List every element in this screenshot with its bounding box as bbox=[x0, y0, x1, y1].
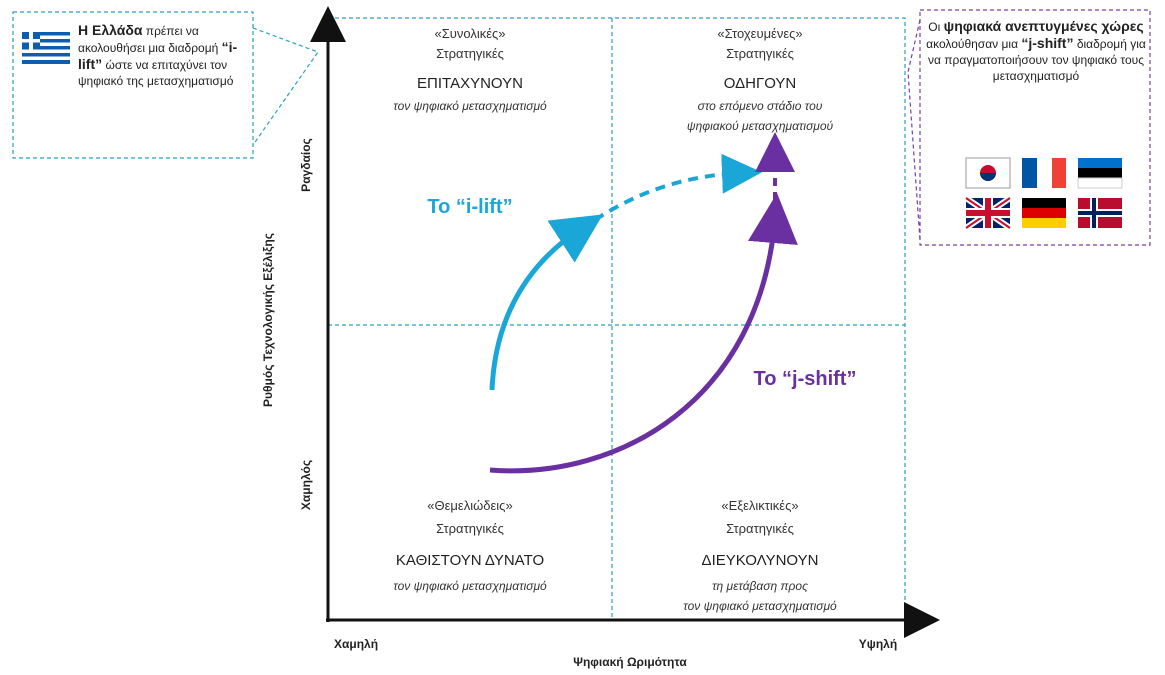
quadrant-bottom-left: «Θεμελιώδεις» Στρατηγικές ΚΑΘΙΣΤΟΥΝ ΔΥΝΑ… bbox=[393, 498, 547, 593]
leaders-box bbox=[919, 9, 1151, 246]
text-bold: ψηφιακά ανεπτυγμένες χώρες bbox=[943, 18, 1144, 34]
quadrant-desc: στο επόμενο στάδιο του bbox=[698, 99, 823, 113]
text-bold: “j-shift” bbox=[1021, 35, 1074, 51]
flag-uk bbox=[964, 195, 1012, 231]
flag-greece bbox=[22, 32, 70, 64]
flag-norway bbox=[1078, 198, 1122, 228]
quadrant-tag: «Συνολικές» bbox=[434, 26, 505, 41]
greece-text: Η Ελλάδα πρέπει να ακολουθήσει μια διαδρ… bbox=[78, 22, 250, 89]
j-shift-label: Το “j-shift” bbox=[754, 368, 857, 390]
quadrant-subtitle: Στρατηγικές bbox=[436, 46, 504, 61]
quadrant-desc: ψηφιακού μετασχηματισμού bbox=[687, 119, 834, 133]
x-low-label: Χαμηλή bbox=[334, 637, 378, 651]
quadrant-verb: ΔΙΕΥΚΟΛΥΝΟΥΝ bbox=[702, 552, 819, 569]
text: ακολούθησαν μια bbox=[926, 37, 1019, 51]
quadrant-tag: «Στοχευμένες» bbox=[717, 26, 802, 41]
text-bold: “i-lift” bbox=[78, 39, 238, 72]
j-shift-arrow bbox=[489, 193, 798, 474]
quadrant-desc: τον ψηφιακό μετασχηματισμό bbox=[393, 579, 547, 593]
quadrant-subtitle: Στρατηγικές bbox=[726, 521, 794, 536]
text: ώστε να επιταχύνει τον ψηφιακό της μετασ… bbox=[78, 58, 234, 88]
quadrant-subtitle: Στρατηγικές bbox=[726, 46, 794, 61]
quadrant-subtitle: Στρατηγικές bbox=[436, 521, 504, 536]
quadrant-tag: «Εξελικτικές» bbox=[721, 498, 798, 513]
quadrant-desc: τον ψηφιακό μετασχηματισμό bbox=[683, 599, 837, 613]
quadrant-top-right: «Στοχευμένες» Στρατηγικές ΟΔΗΓΟΥΝ στο επ… bbox=[687, 26, 834, 133]
flag-germany bbox=[1022, 198, 1066, 228]
i-lift-arrow bbox=[489, 214, 603, 391]
callout-lines bbox=[252, 19, 921, 241]
x-high-label: Υψηλή bbox=[859, 637, 897, 651]
quadrant-verb: ΟΔΗΓΟΥΝ bbox=[724, 75, 797, 92]
y-low-label: Χαμηλός bbox=[299, 460, 313, 510]
flag-france bbox=[1022, 158, 1066, 188]
x-axis-label: Ψηφιακή Ωριμότητα bbox=[573, 655, 687, 669]
i-lift-label: Το “i-lift” bbox=[427, 196, 512, 218]
quadrant-grid bbox=[327, 17, 906, 621]
flag-korea bbox=[965, 157, 1011, 189]
text: Οι bbox=[928, 20, 941, 34]
text: πρέπει να ακολουθήσει μια διαδρομή bbox=[78, 24, 219, 55]
quadrant-bottom-right: «Εξελικτικές» Στρατηγικές ΔΙΕΥΚΟΛΥΝΟΥΝ τ… bbox=[683, 498, 837, 613]
leaders-text: Οι ψηφιακά ανεπτυγμένες χώρες ακολούθησα… bbox=[926, 18, 1146, 84]
y-high-label: Ραγδαίος bbox=[299, 138, 313, 192]
quadrant-desc: τη μετάβαση προς bbox=[712, 579, 808, 593]
quadrant-verb: ΕΠΙΤΑΧΥΝΟΥΝ bbox=[417, 75, 523, 92]
quadrant-top-left: «Συνολικές» Στρατηγικές ΕΠΙΤΑΧΥΝΟΥΝ τον … bbox=[393, 26, 547, 113]
i-lift-dashed bbox=[593, 153, 762, 222]
text: διαδρομή για να πραγματοποιήσουν τον ψηφ… bbox=[928, 37, 1146, 83]
quadrant-tag: «Θεμελιώδεις» bbox=[427, 498, 512, 513]
quadrant-verb: ΚΑΘΙΣΤΟΥΝ ΔΥΝΑΤΟ bbox=[396, 552, 544, 569]
flag-estonia bbox=[1077, 158, 1123, 189]
y-axis-label: Ρυθμός Τεχνολογικής Εξέλιξης bbox=[261, 233, 275, 407]
text-bold: Η Ελλάδα bbox=[78, 22, 143, 38]
greece-box bbox=[12, 11, 254, 159]
quadrant-desc: τον ψηφιακό μετασχηματισμό bbox=[393, 99, 547, 113]
